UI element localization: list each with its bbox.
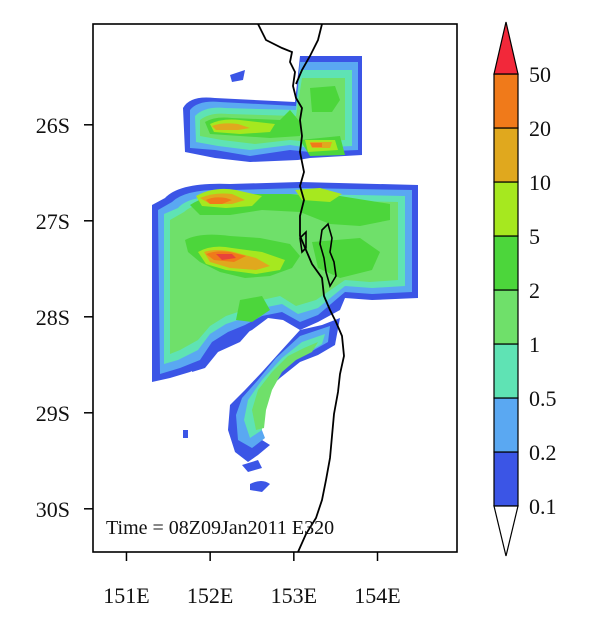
y-tick-label: 27S [36,209,70,234]
coastline-path [257,24,345,552]
rain-field [152,24,418,552]
colorbar-over-triangle [493,21,519,75]
colorbar-swatch [493,343,519,399]
colorbar-under-triangle [493,505,519,557]
colorbar-label: 0.5 [529,386,557,411]
y-tick-label: 26S [36,113,70,138]
colorbar-label: 50 [529,62,551,87]
colorbar-label: 0.1 [529,494,557,519]
y-axis: 26S 27S 28S 29S 30S [36,113,93,522]
x-tick-label: 151E [103,583,149,608]
colorbar-label: 2 [529,278,540,303]
colorbar-swatch [493,289,519,345]
y-tick-label: 29S [36,401,70,426]
colorbar-swatch [493,235,519,291]
colorbar-label: 20 [529,116,551,141]
coastline-northern-segment [295,24,323,85]
y-tick-label: 30S [36,497,70,522]
colorbar-swatch [493,451,519,507]
colorbar-label: 10 [529,170,551,195]
colorbar-swatch [493,73,519,129]
colorbar-label: 5 [529,224,540,249]
rain-level-9 [216,254,236,260]
colorbar-swatch [493,397,519,453]
coastline [257,24,345,552]
colorbar-label: 1 [529,332,540,357]
colorbar-swatch [493,127,519,183]
map-plot-area: 151E 152E 153E 154E 26S 27S 28S 29S 30S Time = … [36,23,458,608]
plot-frame [92,23,458,553]
time-annotation: Time = 08Z09Jan2011 E320 [106,517,334,539]
x-tick-label: 154E [354,583,400,608]
colorbar-label: 0.2 [529,440,557,465]
island-outline-2 [299,230,307,254]
colorbar-swatch [493,181,519,237]
x-axis: 151E 152E 153E 154E [103,552,401,608]
island-outline [319,222,337,288]
y-tick-label: 28S [36,305,70,330]
x-tick-label: 153E [271,583,317,608]
colorbar: 0.1 0.2 0.5 1 2 5 10 20 50 [493,21,557,557]
x-tick-label: 152E [187,583,233,608]
